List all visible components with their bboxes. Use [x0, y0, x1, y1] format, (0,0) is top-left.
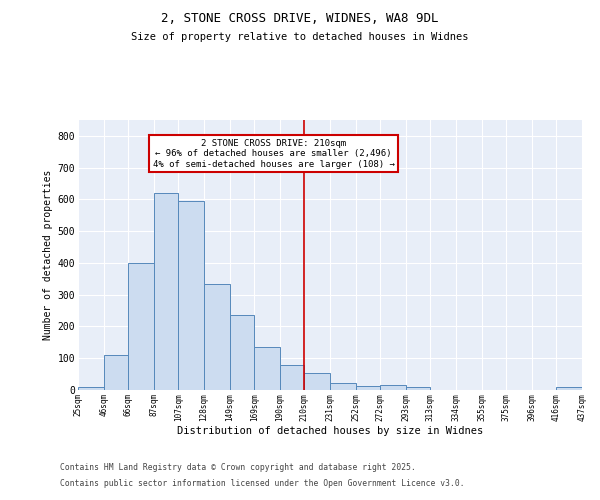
Text: Contains public sector information licensed under the Open Government Licence v3: Contains public sector information licen… — [60, 478, 464, 488]
Bar — [280, 365, 304, 390]
Text: Size of property relative to detached houses in Widnes: Size of property relative to detached ho… — [131, 32, 469, 42]
Bar — [304, 374, 330, 390]
Bar — [330, 383, 356, 390]
Bar — [556, 388, 582, 390]
Bar — [128, 263, 154, 390]
Bar — [178, 201, 204, 390]
Bar — [104, 355, 128, 390]
Text: 2, STONE CROSS DRIVE, WIDNES, WA8 9DL: 2, STONE CROSS DRIVE, WIDNES, WA8 9DL — [161, 12, 439, 26]
Bar — [154, 193, 178, 390]
Bar — [78, 388, 104, 390]
Bar — [230, 316, 254, 390]
Bar — [204, 284, 230, 390]
X-axis label: Distribution of detached houses by size in Widnes: Distribution of detached houses by size … — [177, 426, 483, 436]
Text: 2 STONE CROSS DRIVE: 210sqm
← 96% of detached houses are smaller (2,496)
4% of s: 2 STONE CROSS DRIVE: 210sqm ← 96% of det… — [153, 139, 395, 169]
Y-axis label: Number of detached properties: Number of detached properties — [43, 170, 53, 340]
Bar — [254, 347, 280, 390]
Text: Contains HM Land Registry data © Crown copyright and database right 2025.: Contains HM Land Registry data © Crown c… — [60, 464, 416, 472]
Bar — [356, 386, 380, 390]
Bar — [380, 385, 406, 390]
Bar — [406, 388, 430, 390]
